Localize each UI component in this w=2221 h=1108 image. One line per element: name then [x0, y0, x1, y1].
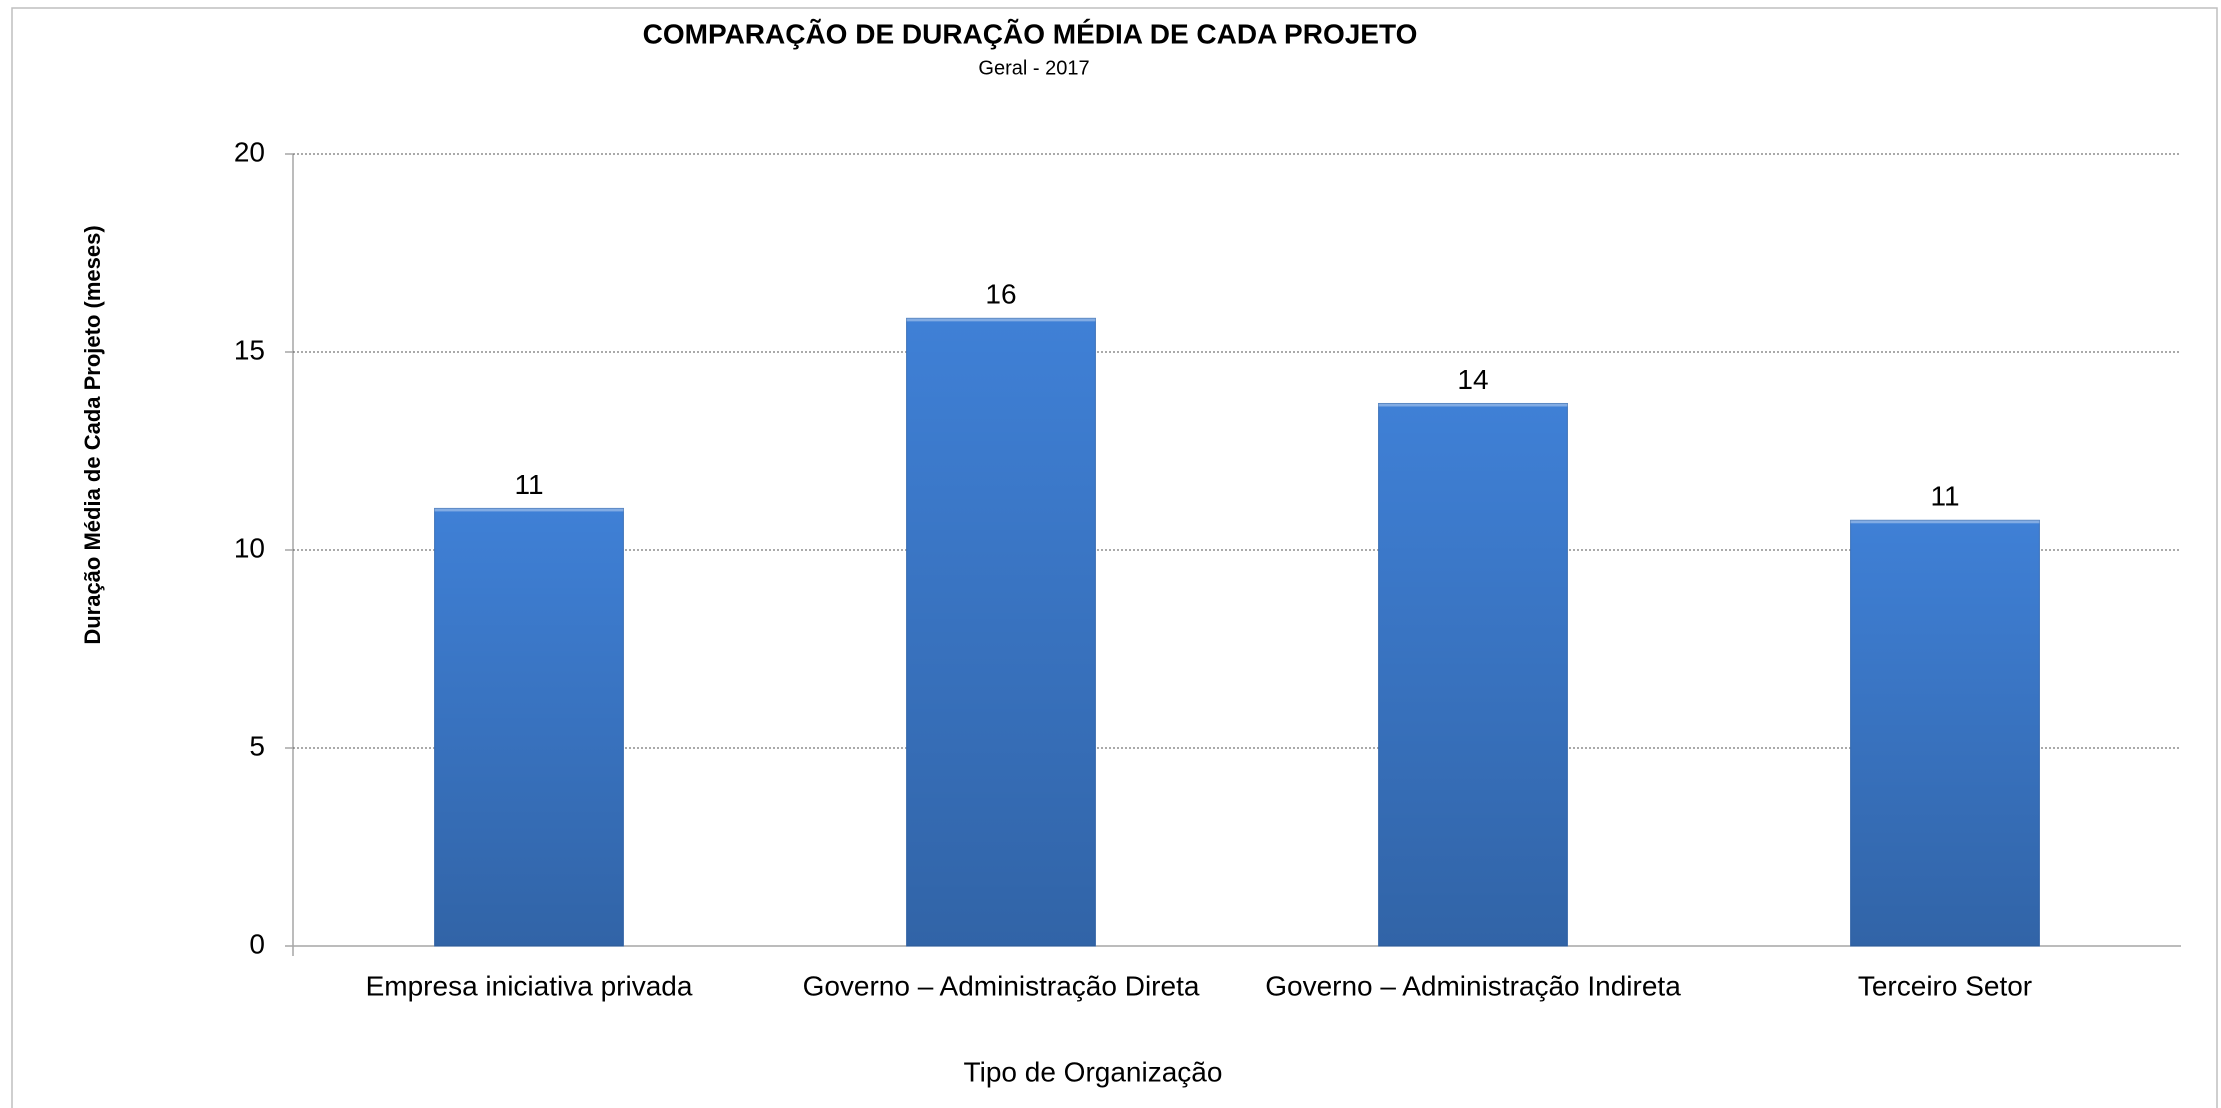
- x-tick-label: Governo – Administração Direta: [803, 970, 1200, 1001]
- bar-highlight: [434, 508, 624, 512]
- bar-shade: [1378, 403, 1568, 947]
- data-label: 16: [985, 279, 1016, 310]
- data-label: 11: [1930, 481, 1959, 512]
- bar-highlight: [1850, 520, 2040, 524]
- bar-highlight: [1378, 403, 1568, 407]
- bar-shade: [434, 508, 624, 946]
- x-tick-label: Governo – Administração Indireta: [1265, 970, 1681, 1001]
- chart-subtitle: Geral - 2017: [978, 57, 1089, 79]
- bar-highlight: [906, 318, 1096, 322]
- y-tick-label: 0: [249, 928, 265, 959]
- y-axis-title: Duração Média de Cada Projeto (meses): [80, 225, 105, 644]
- bar-shade: [906, 318, 1096, 947]
- data-label: 14: [1457, 364, 1488, 395]
- x-axis-title: Tipo de Organização: [964, 1056, 1223, 1087]
- x-tick-label: Terceiro Setor: [1858, 970, 2032, 1001]
- x-tick-label: Empresa iniciativa privada: [366, 970, 693, 1001]
- y-tick-label: 15: [234, 334, 265, 365]
- bar-shade: [1850, 520, 2040, 946]
- chart-title: COMPARAÇÃO DE DURAÇÃO MÉDIA DE CADA PROJ…: [643, 18, 1418, 49]
- data-label: 11: [514, 469, 543, 500]
- chart-frame: [11, 7, 2218, 1108]
- y-tick-label: 20: [234, 136, 265, 167]
- y-tick-label: 5: [249, 730, 265, 761]
- y-tick-label: 10: [234, 532, 265, 563]
